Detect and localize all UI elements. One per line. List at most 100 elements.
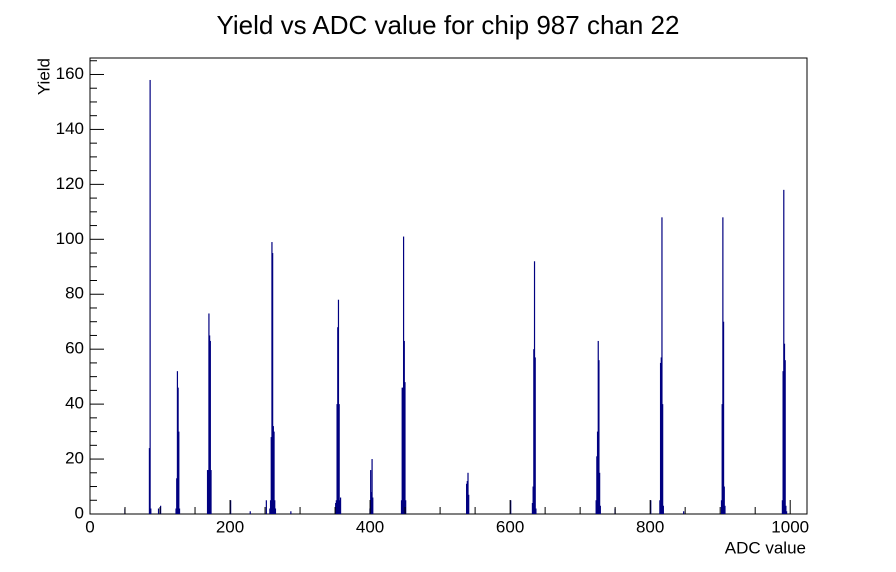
bar (178, 508, 181, 514)
y-tick-label: 120 (56, 174, 84, 193)
bar (249, 511, 251, 514)
bar (785, 511, 788, 514)
bar (337, 327, 339, 514)
bar (659, 362, 662, 514)
bar (269, 500, 272, 514)
y-tick-label: 80 (65, 284, 84, 303)
bar (783, 189, 785, 515)
bar (210, 470, 212, 514)
bar (339, 497, 342, 514)
bar (595, 500, 597, 514)
bar (176, 371, 179, 514)
bar (370, 470, 372, 514)
bar (661, 217, 663, 514)
bar (784, 360, 786, 514)
bar (265, 500, 267, 514)
bar (209, 335, 211, 514)
bar (157, 508, 160, 514)
bar (339, 500, 341, 514)
bar (270, 437, 272, 514)
bar (177, 387, 179, 514)
bar (402, 387, 404, 514)
x-tick-label: 600 (496, 517, 524, 536)
y-tick-label: 60 (65, 339, 84, 358)
bar (176, 478, 178, 514)
bar (404, 382, 406, 514)
bar (150, 508, 152, 514)
bar (402, 236, 405, 515)
y-axis-label: Yield (34, 58, 53, 95)
bar (650, 500, 652, 514)
bar (599, 472, 601, 514)
bar (400, 500, 403, 514)
y-tick-label: 160 (56, 64, 84, 83)
x-tick-label: 200 (216, 517, 244, 536)
bar (533, 349, 535, 514)
bar (208, 313, 210, 514)
chart-title: Yield vs ADC value for chip 987 chan 22 (217, 10, 680, 40)
bar (403, 340, 405, 514)
bar (598, 360, 600, 514)
bar (596, 456, 598, 514)
bar (532, 486, 534, 514)
bar (720, 500, 723, 514)
bar (290, 511, 292, 514)
bar (336, 404, 338, 514)
x-tick-label: 400 (356, 517, 384, 536)
bar (467, 472, 469, 514)
bar (510, 500, 512, 514)
bar (781, 500, 783, 514)
bar (178, 431, 180, 514)
bar (722, 321, 725, 514)
bar (272, 253, 274, 515)
y-tick-label: 20 (65, 449, 84, 468)
bar (596, 431, 599, 514)
bar (273, 431, 275, 514)
bar (160, 505, 162, 514)
bar (724, 505, 726, 514)
bar (466, 483, 468, 514)
bar (683, 511, 685, 514)
x-axis-label: ADC value (725, 538, 806, 557)
bar (468, 494, 470, 514)
bar (722, 217, 724, 514)
bar (337, 299, 340, 514)
bar (370, 492, 372, 514)
bar (335, 500, 337, 514)
bar (782, 371, 784, 514)
bar (335, 503, 337, 514)
bar (206, 470, 209, 514)
x-tick-label: 800 (636, 517, 664, 536)
bar (338, 404, 340, 514)
y-tick-label: 40 (65, 394, 84, 413)
bar (660, 357, 662, 514)
bar (783, 343, 786, 514)
bar (269, 508, 271, 514)
bar (597, 340, 599, 514)
bar (662, 404, 664, 514)
bar (272, 426, 274, 514)
bar (209, 340, 211, 514)
bar (662, 505, 664, 514)
bar (401, 387, 403, 514)
x-tick-label: 1000 (771, 517, 809, 536)
bar (535, 508, 537, 514)
bar (175, 508, 177, 514)
plot-frame (89, 57, 808, 515)
bar (785, 505, 787, 514)
bar (371, 459, 373, 514)
bar (534, 357, 536, 514)
bar (271, 242, 273, 514)
bar (721, 404, 723, 514)
bar (207, 470, 209, 514)
y-tick-label: 140 (56, 119, 84, 138)
bar (599, 505, 601, 514)
y-tick-label: 0 (75, 503, 84, 522)
y-tick-label: 100 (56, 229, 84, 248)
bar (230, 500, 232, 514)
bar (405, 500, 407, 514)
bar (466, 481, 468, 514)
